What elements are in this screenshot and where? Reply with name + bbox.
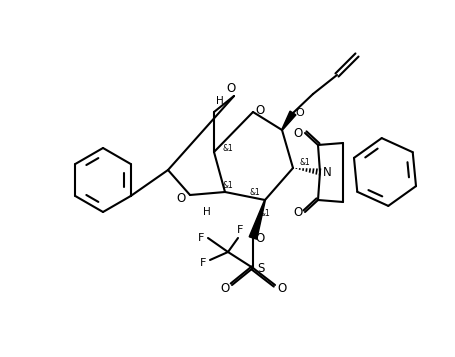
Text: O: O xyxy=(295,108,303,118)
Text: O: O xyxy=(176,191,185,205)
Text: O: O xyxy=(293,126,302,140)
Text: H: H xyxy=(216,96,223,106)
Text: H: H xyxy=(202,207,210,217)
Text: &1: &1 xyxy=(222,144,233,152)
Text: &1: &1 xyxy=(249,187,260,196)
Text: O: O xyxy=(255,104,264,116)
Text: O: O xyxy=(220,282,229,295)
Polygon shape xyxy=(248,200,265,239)
Text: F: F xyxy=(197,233,204,243)
Text: F: F xyxy=(199,258,206,268)
Text: &1: &1 xyxy=(259,208,270,217)
Text: &1: &1 xyxy=(222,181,233,190)
Text: F: F xyxy=(236,225,243,235)
Text: &1: &1 xyxy=(299,157,310,166)
Text: O: O xyxy=(226,81,235,95)
Text: N: N xyxy=(322,166,331,178)
Text: O: O xyxy=(277,282,286,295)
Text: S: S xyxy=(257,261,264,275)
Text: O: O xyxy=(293,206,302,218)
Text: O: O xyxy=(255,231,264,245)
Polygon shape xyxy=(281,111,295,130)
